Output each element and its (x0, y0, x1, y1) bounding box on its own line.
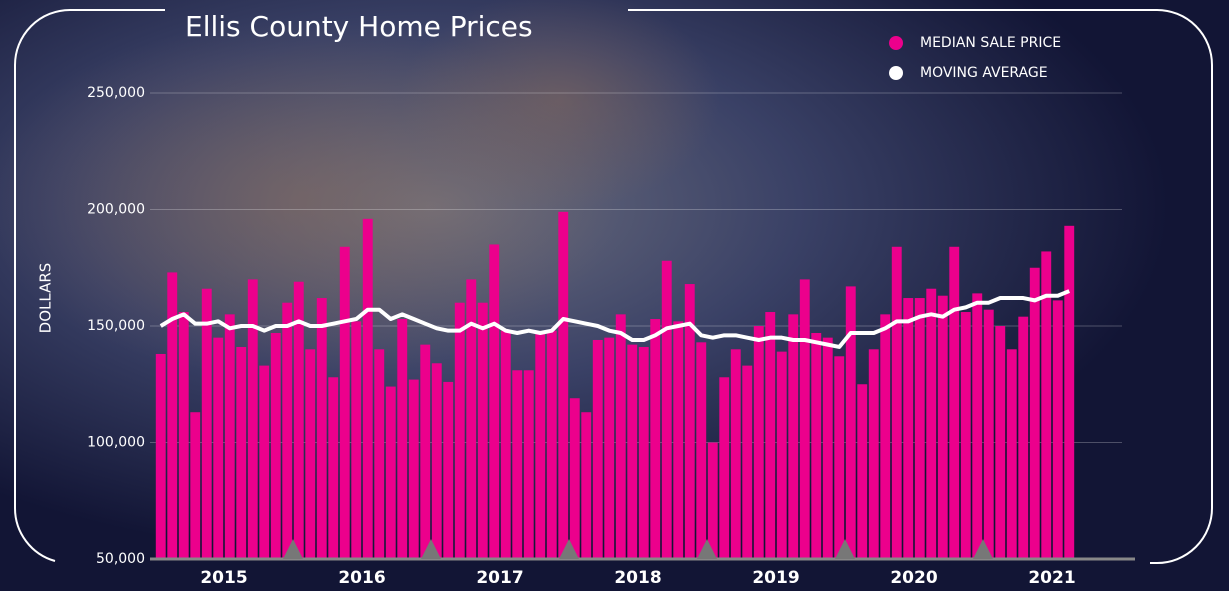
bar (915, 298, 925, 559)
bar (903, 298, 913, 559)
bar (524, 370, 534, 559)
bar (374, 349, 384, 559)
bar (961, 312, 971, 559)
bar (639, 347, 649, 559)
bar (570, 398, 580, 559)
bar (869, 349, 879, 559)
x-group-label: 2017 (476, 568, 523, 588)
x-group-label: 2018 (614, 568, 661, 588)
bar (880, 314, 890, 559)
legend-label: MOVING AVERAGE (920, 65, 1048, 81)
bar (558, 212, 568, 559)
bar (271, 333, 281, 559)
bar (512, 370, 522, 559)
x-group-label: 2019 (752, 568, 799, 588)
bar (489, 244, 499, 559)
bar (834, 356, 844, 559)
y-tick-label: 250,000 (87, 85, 145, 101)
x-group-label: 2016 (338, 568, 385, 588)
bar (1030, 268, 1040, 559)
bar (846, 286, 856, 559)
bar (340, 247, 350, 559)
bar (788, 314, 798, 559)
bar (535, 333, 545, 559)
y-tick-label: 50,000 (96, 551, 145, 567)
bar (351, 321, 361, 559)
x-group-label: 2020 (890, 568, 937, 588)
y-tick-label: 100,000 (87, 435, 145, 451)
bar (777, 352, 787, 559)
bar (926, 289, 936, 559)
bar (1053, 300, 1063, 559)
bar (547, 331, 557, 559)
bar (708, 443, 718, 560)
bar (386, 387, 396, 559)
bar (581, 412, 591, 559)
bar (823, 338, 833, 559)
bar (190, 412, 200, 559)
y-axis-label: DOLLARS (37, 263, 55, 334)
bar (202, 289, 212, 559)
bar (225, 314, 235, 559)
legend-label: MEDIAN SALE PRICE (920, 35, 1061, 51)
bar (397, 319, 407, 559)
bar (179, 312, 189, 559)
bar (627, 345, 637, 559)
bar (501, 331, 511, 559)
bar (673, 321, 683, 559)
bar (811, 333, 821, 559)
bar (604, 338, 614, 559)
page: Ellis County Home Prices DOLLARS 50,000 1… (0, 0, 1229, 591)
bar (754, 326, 764, 559)
bar (938, 296, 948, 559)
bar (742, 366, 752, 559)
bar (248, 279, 258, 559)
chart: Ellis County Home Prices DOLLARS 50,000 1… (0, 0, 1229, 591)
bar (949, 247, 959, 559)
bar (282, 303, 292, 559)
bar (305, 349, 315, 559)
bar (167, 272, 177, 559)
bar (455, 303, 465, 559)
legend-marker (889, 66, 903, 80)
bar (213, 338, 223, 559)
bar (363, 219, 373, 559)
bar (409, 380, 419, 559)
bar (616, 314, 626, 559)
bar (466, 279, 476, 559)
x-group-label: 2015 (200, 568, 247, 588)
bar (765, 312, 775, 559)
bar (972, 293, 982, 559)
bar (236, 347, 246, 559)
bar (259, 366, 269, 559)
bar (995, 326, 1005, 559)
bar (731, 349, 741, 559)
bar (1064, 226, 1074, 559)
bar (593, 340, 603, 559)
bar (800, 279, 810, 559)
bar (892, 247, 902, 559)
legend-marker (889, 36, 903, 50)
bar (719, 377, 729, 559)
bar (1007, 349, 1017, 559)
bar (662, 261, 672, 559)
chart-title: Ellis County Home Prices (185, 10, 533, 43)
bar (984, 310, 994, 559)
bar (420, 345, 430, 559)
bar (857, 384, 867, 559)
bar (650, 319, 660, 559)
bar (156, 354, 166, 559)
y-tick-label: 200,000 (87, 202, 145, 218)
bar (328, 377, 338, 559)
bar (432, 363, 442, 559)
bar (1018, 317, 1028, 559)
bar (696, 342, 706, 559)
bar (478, 303, 488, 559)
bar (317, 298, 327, 559)
y-tick-label: 150,000 (87, 318, 145, 334)
x-group-label: 2021 (1028, 568, 1075, 588)
bar (443, 382, 453, 559)
